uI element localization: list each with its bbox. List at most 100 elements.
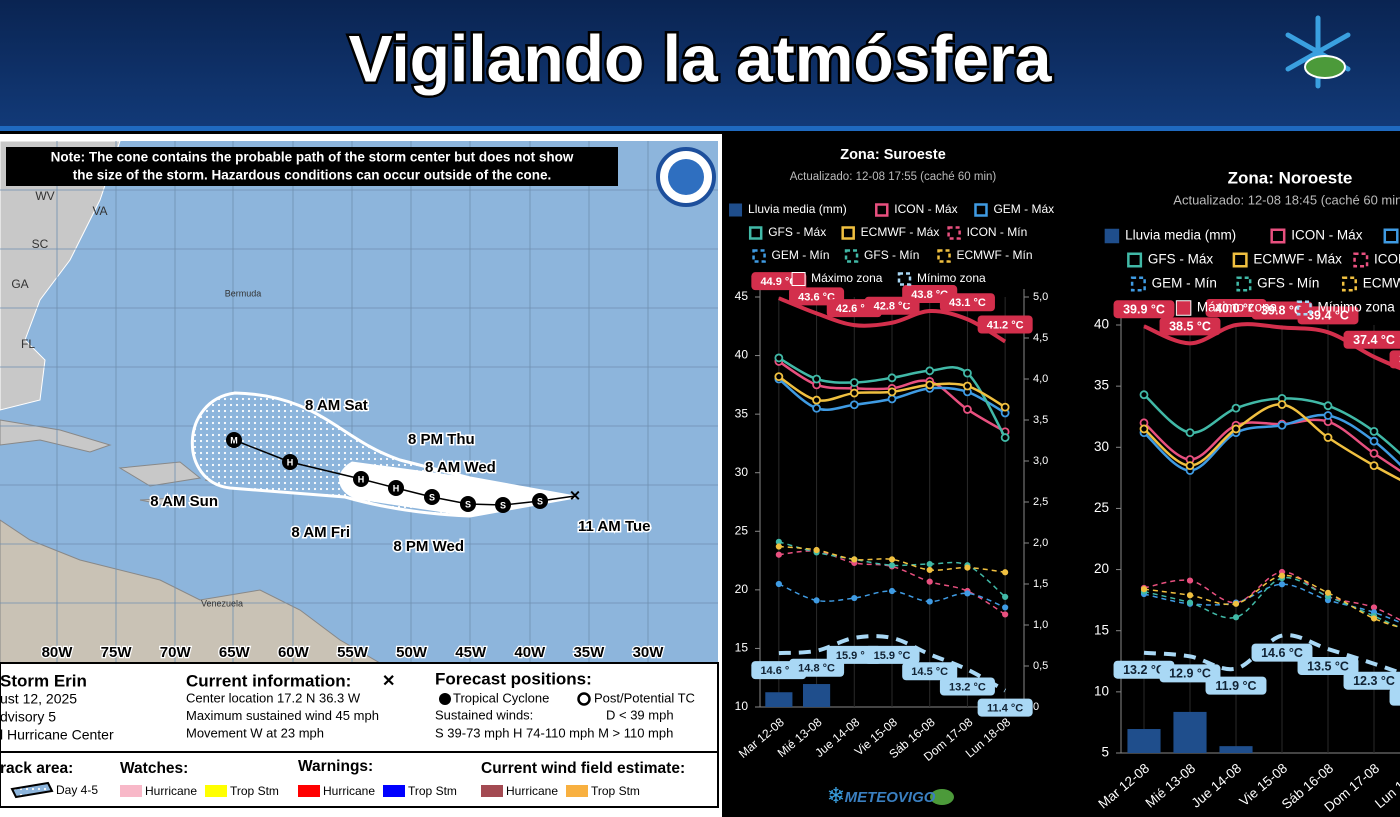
legend-swatch [947, 226, 961, 240]
point [1002, 593, 1009, 600]
y-tick-label: 40 [1094, 317, 1109, 332]
value-label: 43.1 °C [939, 293, 995, 312]
storm-info: Storm Erin [0, 671, 87, 690]
legend-swatch [1296, 300, 1312, 316]
value-label-text: 14.8 °C [798, 663, 835, 675]
forecast-position: 8 AM Sat [305, 397, 368, 414]
point [1369, 426, 1379, 436]
value-label: 35.8 °C [1389, 350, 1400, 369]
point [926, 598, 933, 605]
point [812, 374, 821, 384]
value-label: 14.5 °C [902, 662, 958, 681]
svg-text:H: H [358, 474, 365, 484]
point [775, 538, 782, 545]
point [963, 368, 972, 378]
rain-bar [1127, 729, 1161, 753]
map-region: SC [32, 237, 49, 251]
svg-text:S: S [429, 492, 435, 502]
legend-swatch [748, 226, 763, 240]
longitude-label: 75W [101, 644, 133, 661]
footer-icon: ❄ [827, 783, 845, 808]
longitude-label: 40W [514, 644, 546, 661]
point [1000, 402, 1010, 412]
point [1369, 461, 1379, 471]
point [1139, 390, 1149, 400]
value-label-text: 39.4 °C [1307, 309, 1349, 323]
forecast-info: S 39-73 mph H 74-110 mph M > 110 mph [435, 725, 673, 740]
longitude-label: 55W [337, 644, 369, 661]
footer-leaf [930, 789, 954, 805]
point [851, 594, 858, 602]
legend-label: Mínimo zona [917, 271, 986, 285]
value-label: 11.0 °C [1389, 687, 1400, 706]
map-region: VA [92, 204, 107, 218]
y-tick-label: 5 [1101, 745, 1109, 760]
point [849, 400, 859, 410]
y-tick-label: 20 [735, 582, 749, 596]
current-info: Movement W at 23 mph [186, 725, 324, 740]
value-label: 11.9 °C [1205, 676, 1267, 695]
legend-label: Máximo zona [1197, 300, 1278, 315]
legend-label: GFS - Mín [1257, 276, 1319, 291]
value-label: 37.4 °C [1343, 330, 1400, 349]
point [1323, 411, 1333, 420]
legend-swatch [1270, 228, 1286, 244]
legend-swatch [1127, 252, 1143, 268]
point [1000, 433, 1010, 442]
chart: Zona: Noroeste Actualizado: 12-08 18:45 (… [1056, 140, 1400, 817]
point [1231, 403, 1241, 413]
value-label-text: 43.6 °C [798, 291, 835, 303]
point [963, 405, 972, 414]
svg-text:M: M [230, 435, 238, 445]
y-tick-label: 45 [735, 289, 749, 303]
value-label-text: 42.8 °C [874, 301, 911, 313]
legend-label: ICON - Mín [1374, 252, 1400, 267]
legend-swatch [752, 249, 766, 263]
y2-tick-label: 1,0 [1033, 619, 1048, 631]
y2-tick-label: 4,0 [1033, 373, 1048, 385]
legend-swatch [875, 203, 889, 217]
chart-background [1056, 140, 1400, 817]
point [1369, 448, 1379, 458]
legend-label: GFS - Máx [1148, 252, 1214, 267]
legend-label: ICON - Máx [1291, 228, 1363, 243]
point [1186, 592, 1194, 599]
point [1002, 569, 1009, 576]
legend-swatch [791, 272, 806, 286]
legend-label: Lluvia media (mm) [1125, 228, 1236, 243]
zone-line [1143, 633, 1400, 675]
map: M H H H S S S S ✕ [0, 141, 718, 663]
point [1369, 436, 1379, 446]
longitude-label: 65W [219, 644, 251, 661]
legend-label: Hurricane [145, 784, 197, 798]
point [1185, 461, 1195, 471]
value-label-text: 15.9 °C [874, 650, 911, 662]
forecast-position: 8 AM Wed [425, 459, 496, 476]
legend-label: Hurricane [323, 784, 375, 798]
longitude-label: 30W [633, 644, 665, 661]
value-label: 13.2 °C [1113, 660, 1175, 679]
legend-label: Trop Stm [408, 784, 457, 798]
point [925, 380, 935, 390]
legend-swatch [566, 785, 588, 797]
legend-label: GEM - Mín [1152, 276, 1217, 291]
y-tick-label: 35 [735, 406, 749, 420]
value-label-box [1251, 643, 1313, 662]
legend-swatch [729, 203, 743, 217]
longitude-label: 70W [160, 644, 192, 661]
value-label-text: 41.2 °C [987, 319, 1024, 331]
rain-bar [1173, 711, 1207, 753]
value-label: 39.9 °C [1113, 300, 1175, 319]
point [1002, 604, 1009, 611]
legend-title: Warnings: [298, 758, 373, 775]
value-label-text: 11.9 °C [1215, 679, 1256, 693]
value-label-box [1205, 299, 1267, 317]
longitude-label: 60W [278, 644, 310, 661]
header-stripe [0, 126, 1400, 131]
zone-line [1143, 322, 1400, 371]
point [888, 562, 896, 569]
value-label-text: 12.3 °C [1353, 674, 1395, 688]
value-label-text: 14.6 °C [760, 665, 797, 677]
value-label-text: 37.4 °C [1353, 333, 1395, 347]
value-label-text: 13.5 °C [1307, 659, 1349, 673]
